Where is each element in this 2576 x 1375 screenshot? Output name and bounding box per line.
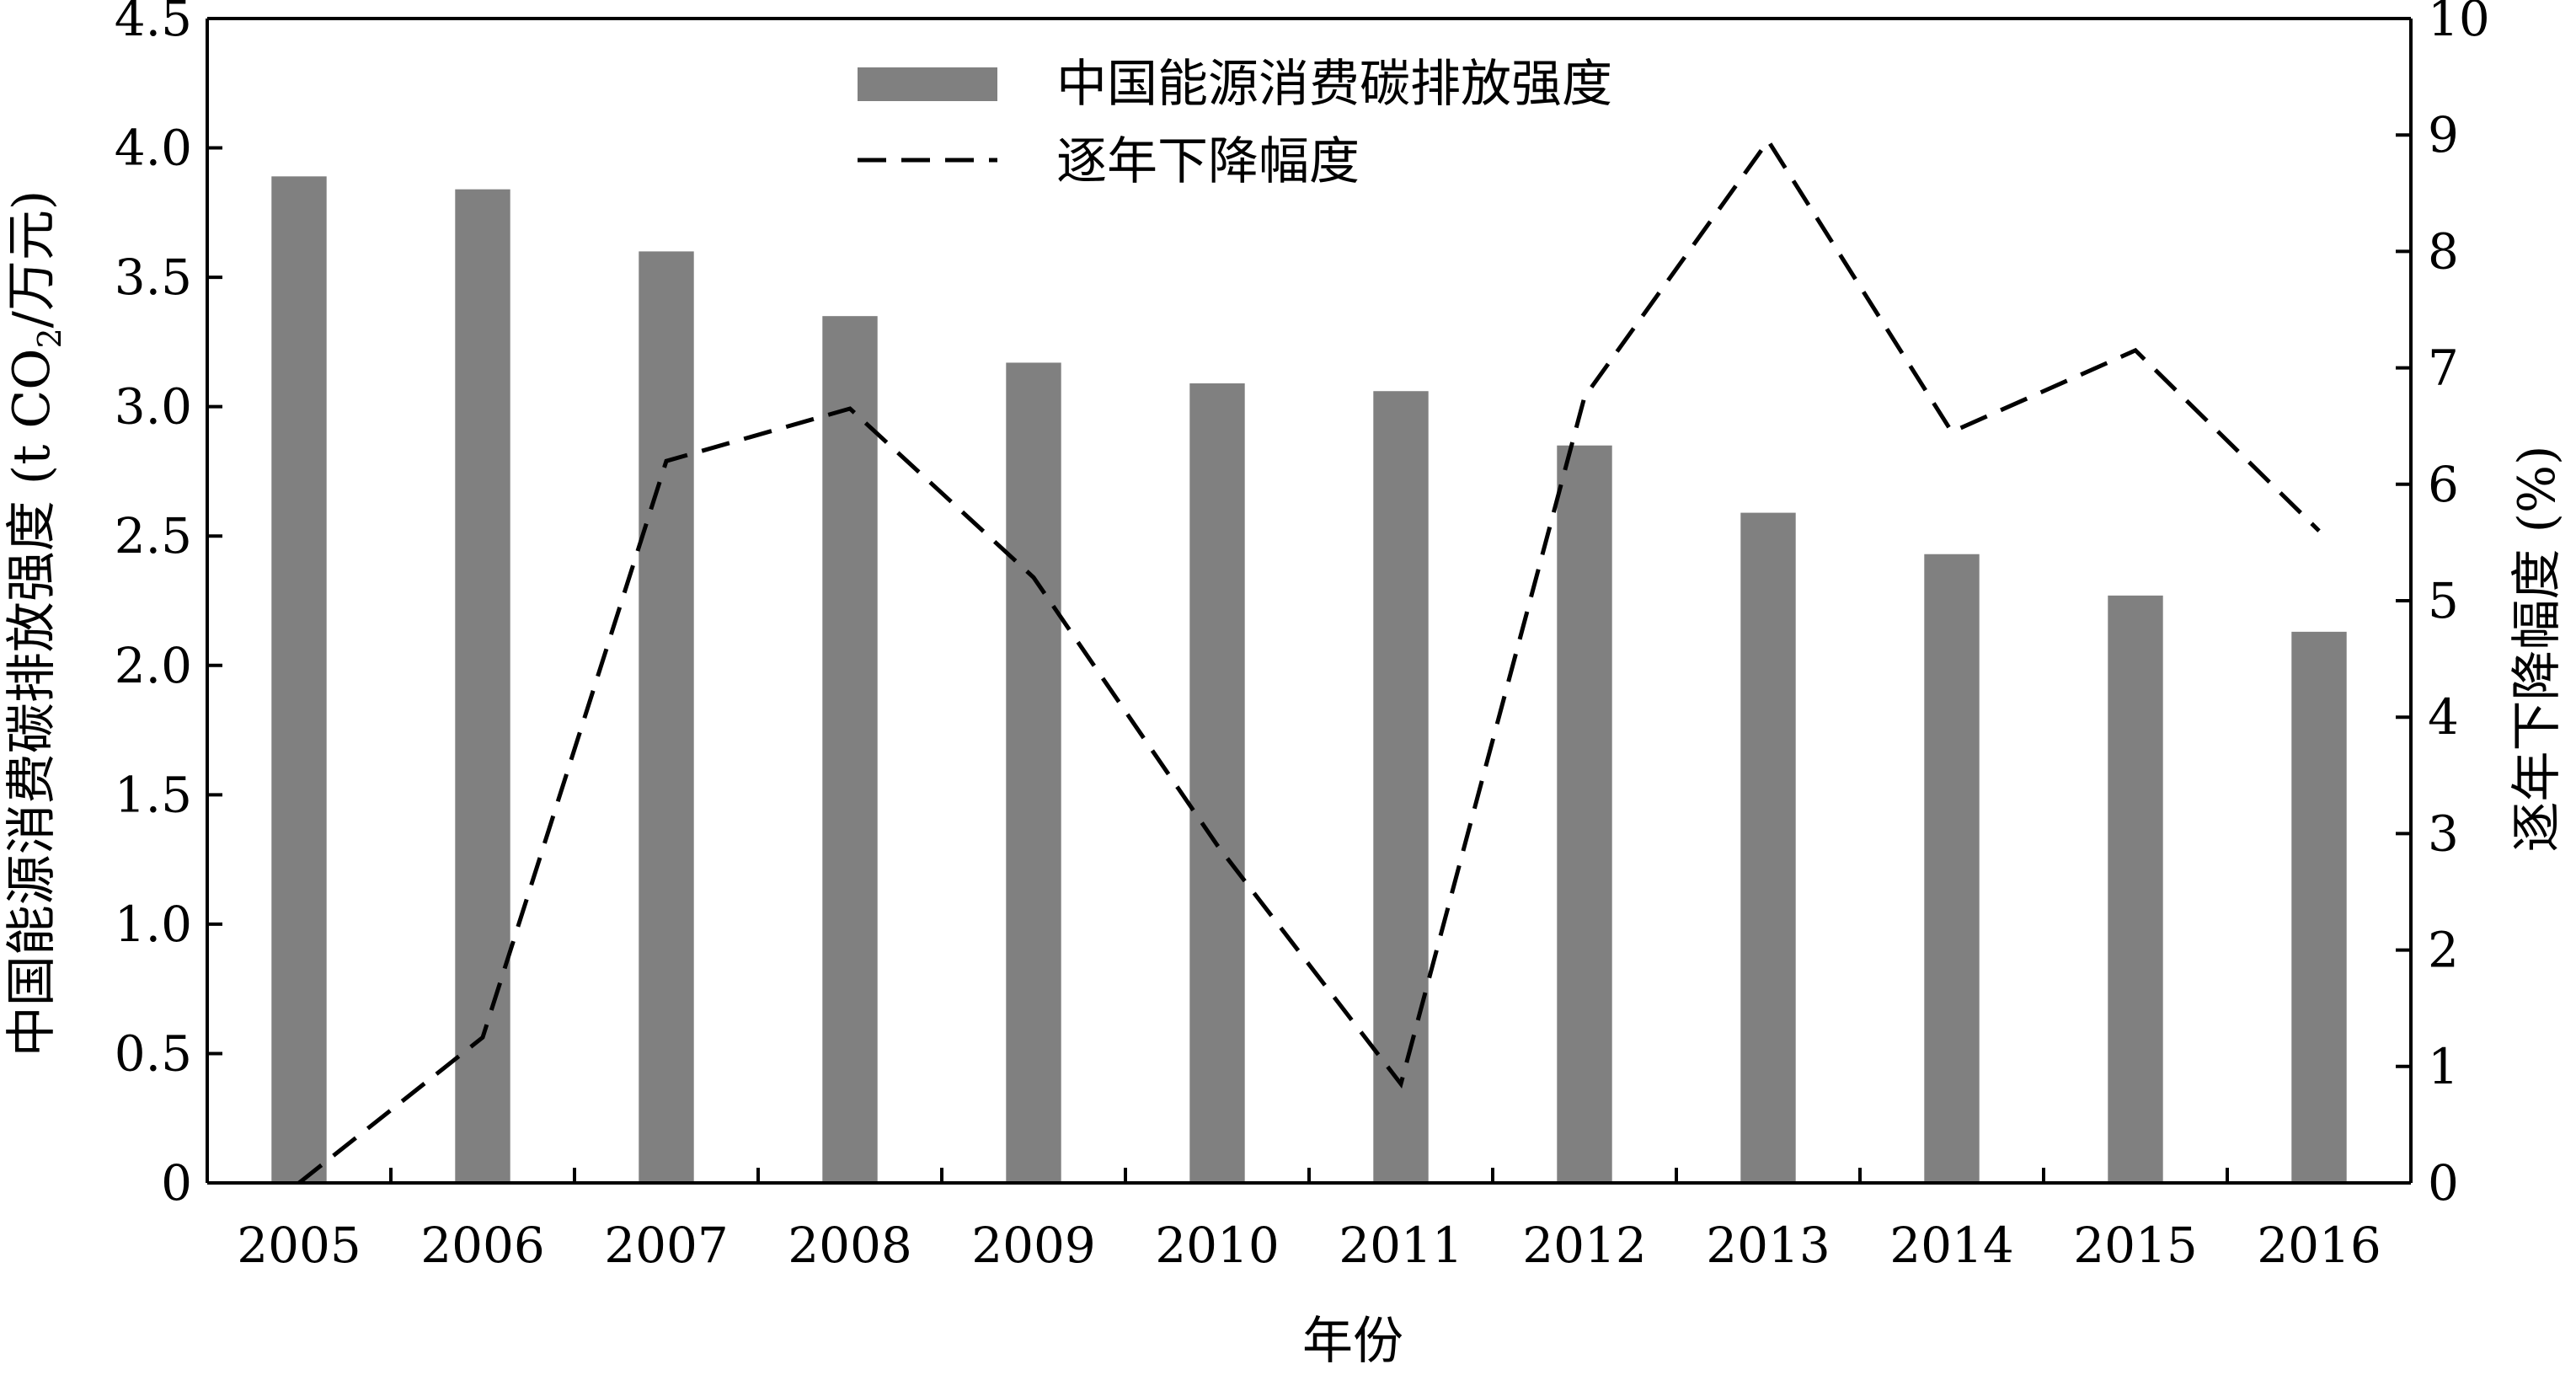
x-tick-label-2016: 2016: [2257, 1217, 2381, 1274]
bar-2012: [1557, 446, 1611, 1183]
bar-2013: [1740, 513, 1795, 1183]
x-tick-label-2010: 2010: [1155, 1217, 1280, 1274]
x-tick-label-2007: 2007: [604, 1217, 729, 1274]
right-tick-label: 2: [2428, 922, 2459, 979]
right-tick-label: 4: [2428, 688, 2459, 746]
x-tick-label-2005: 2005: [237, 1217, 361, 1274]
bar-2015: [2108, 596, 2162, 1183]
legend-bar-swatch: [858, 67, 997, 101]
ticks-group: [207, 19, 2411, 1183]
bar-2014: [1924, 554, 1979, 1183]
right-tick-label: 3: [2428, 805, 2459, 862]
right-tick-label: 10: [2428, 0, 2490, 47]
right-y-axis-title: 逐年下降幅度 (%): [2508, 446, 2567, 853]
bar-2008: [822, 316, 877, 1183]
left-tick-label: 4.5: [115, 0, 192, 47]
x-tick-label-2015: 2015: [2073, 1217, 2198, 1274]
bars-group: [271, 176, 2346, 1183]
legend: 中国能源消费碳排放强度 逐年下降幅度: [858, 55, 1612, 191]
x-tick-label-2008: 2008: [788, 1217, 912, 1274]
bar-2009: [1006, 362, 1061, 1183]
bar-2010: [1189, 383, 1244, 1183]
x-tick-label-2012: 2012: [1522, 1217, 1647, 1274]
right-tick-label: 6: [2428, 456, 2459, 513]
right-tick-label: 8: [2428, 222, 2459, 280]
x-axis-title: 年份: [1302, 1312, 1403, 1371]
bar-2007: [639, 251, 693, 1183]
left-tick-label: 2.0: [115, 637, 192, 694]
left-y-axis-title-tail: /万元): [3, 190, 61, 329]
left-tick-label: 4.0: [115, 120, 192, 177]
left-tick-label: 0.5: [115, 1025, 192, 1082]
line-layer: [299, 141, 2319, 1183]
left-tick-label: 3.5: [115, 249, 192, 306]
bar-2011: [1373, 391, 1428, 1183]
x-tick-label-2013: 2013: [1706, 1217, 1830, 1274]
right-tick-label: 1: [2428, 1038, 2459, 1095]
right-tick-label: 7: [2428, 340, 2459, 397]
left-y-axis-title-subscript: 2: [31, 328, 68, 348]
x-tick-label-2006: 2006: [420, 1217, 545, 1274]
right-tick-label: 5: [2428, 572, 2459, 629]
x-tick-label-2009: 2009: [971, 1217, 1096, 1274]
legend-line-label: 逐年下降幅度: [1056, 132, 1360, 191]
bar-2016: [2291, 632, 2346, 1183]
legend-bar-label: 中国能源消费碳排放强度: [1056, 55, 1612, 114]
x-tick-label-2011: 2011: [1339, 1217, 1463, 1274]
left-tick-label: 1.5: [115, 766, 192, 823]
left-tick-label: 0: [161, 1154, 192, 1212]
left-tick-label: 2.5: [115, 507, 192, 564]
right-tick-label: 0: [2428, 1154, 2459, 1212]
left-tick-label: 3.0: [115, 378, 192, 436]
left-y-axis-title: 中国能源消费碳排放强度 (t CO2/万元): [3, 190, 68, 1057]
line-series-annual-decline: [299, 141, 2319, 1183]
left-y-axis-title-main: 中国能源消费碳排放强度 (t CO: [3, 349, 61, 1057]
left-tick-label: 1.0: [115, 896, 192, 953]
x-tick-label-2014: 2014: [1889, 1217, 2014, 1274]
right-tick-label: 9: [2428, 106, 2459, 163]
axes-group: [207, 19, 2411, 1183]
bar-2005: [271, 176, 326, 1183]
